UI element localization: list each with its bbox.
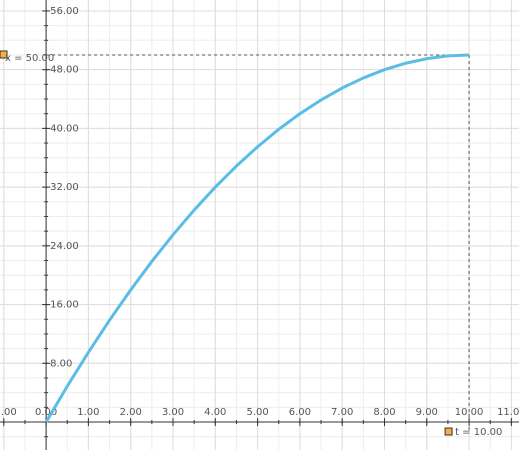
marker-label: t = 10.00 [455, 427, 502, 438]
x-tick-label: 6.00 [289, 407, 311, 418]
y-tick-label: 40.00 [50, 123, 79, 134]
x-tick-label: -1.00 [0, 407, 17, 418]
x-tick-label: 11.00 [497, 407, 519, 418]
y-tick-label: 16.00 [50, 300, 79, 311]
y-tick-label: 32.00 [50, 182, 79, 193]
x-tick-label: 10.00 [455, 407, 484, 418]
y-tick-label: 8.00 [50, 358, 72, 369]
x-tick-label: 9.00 [416, 407, 438, 418]
curve [44, 53, 470, 423]
marker-label: x = 50.00 [5, 53, 54, 64]
x-tick-label: 7.00 [331, 407, 353, 418]
x-tick-label: 8.00 [373, 407, 395, 418]
x-tick-label: 5.00 [246, 407, 268, 418]
y-tick-label: 48.00 [50, 65, 79, 76]
marker-box [0, 50, 8, 59]
x-tick-label: 1.00 [77, 407, 99, 418]
x-tick-label: 4.00 [204, 407, 226, 418]
marker-box [444, 427, 453, 436]
x-tick-label: 2.00 [120, 407, 142, 418]
x-tick-label: 3.00 [162, 407, 184, 418]
y-tick-label: 24.00 [50, 241, 79, 252]
y-tick-label: 56.00 [50, 6, 79, 17]
